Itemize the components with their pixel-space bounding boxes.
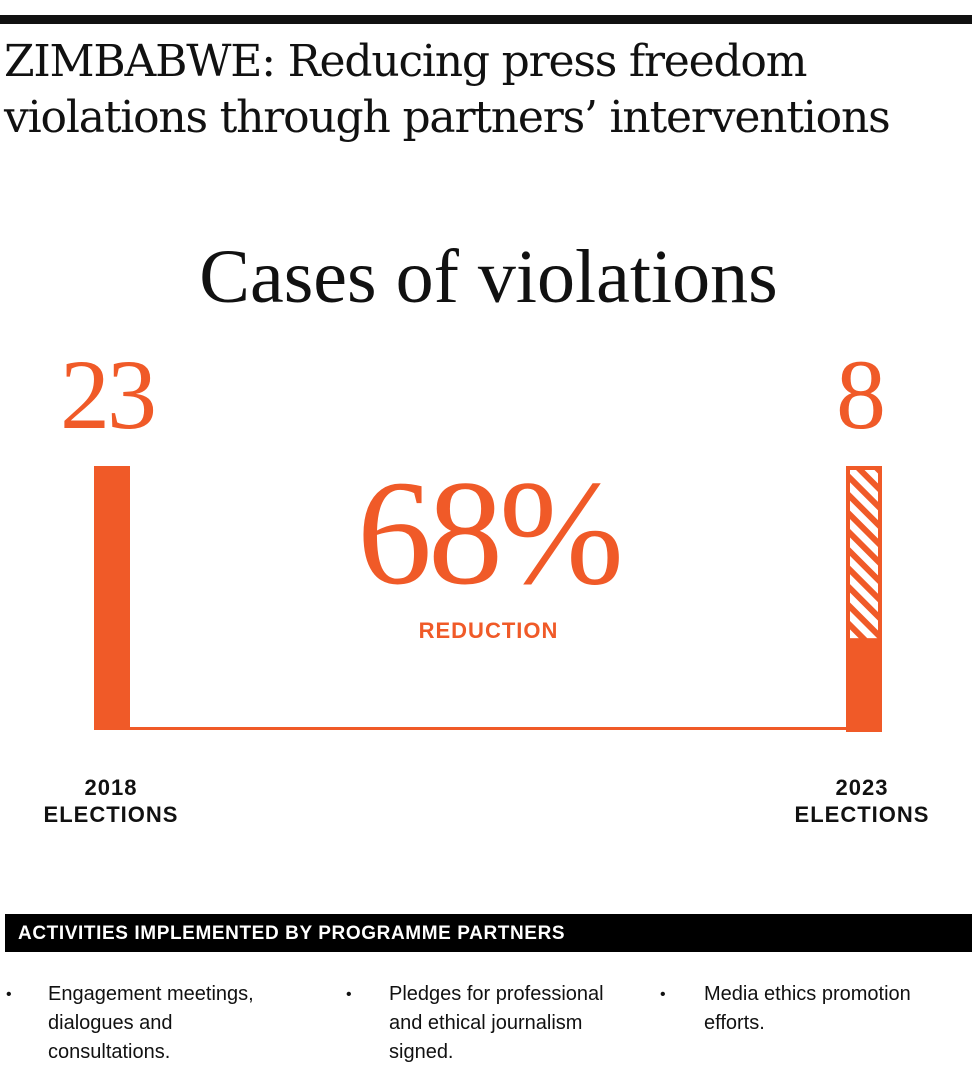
category-year-2018: 2018 [84,775,138,800]
activity-item-engagement: Engagement meetings, dialogues and consu… [48,980,254,1067]
reduction-percentage: 68% [357,450,624,616]
activity-line: signed. [389,1041,454,1063]
activities-header-bar [5,914,972,952]
category-name-2018: ELECTIONS [43,802,179,827]
activities-heading: ACTIVITIES IMPLEMENTED BY PROGRAMME PART… [18,923,566,944]
page-title-line-2: violations through partners’ interventio… [4,92,891,143]
activity-line: consultations. [48,1041,171,1063]
page-title-line-1: ZIMBABWE: Reducing press freedom [4,36,807,87]
bullet-marker: • [660,986,666,1003]
activity-line: dialogues and [48,1012,173,1034]
top-rule [0,15,972,24]
value-label-2023: 8 [836,339,886,450]
activity-line: efforts. [704,1012,765,1034]
category-year-2023: 2023 [835,775,889,800]
category-label-2023: 2023 ELECTIONS [762,774,962,828]
bar-2023 [846,638,882,730]
bullet-marker: • [6,986,12,1003]
activity-line: Engagement meetings, [48,983,254,1005]
value-label-2018: 23 [60,339,157,450]
page-title: ZIMBABWE: Reducing press freedom violati… [4,34,964,146]
activity-item-pledges: Pledges for professional and ethical jou… [389,980,604,1067]
category-label-2018: 2018 ELECTIONS [11,774,211,828]
chart-baseline [94,727,882,730]
bullet-marker: • [346,986,352,1003]
activity-item-media-ethics: Media ethics promotion efforts. [704,980,911,1038]
activity-line: and ethical journalism [389,1012,583,1034]
category-name-2023: ELECTIONS [794,802,930,827]
activity-line: Pledges for professional [389,983,604,1005]
reduction-label: REDUCTION [418,618,559,643]
activity-line: Media ethics promotion [704,983,911,1005]
chart-title: Cases of violations [199,235,778,319]
bar-2018 [94,466,130,730]
